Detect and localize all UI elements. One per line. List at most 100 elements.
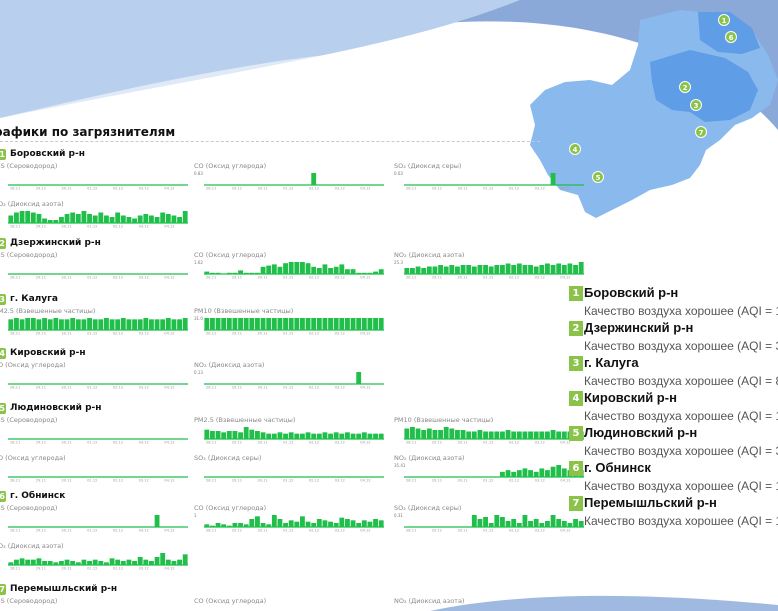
bar (59, 561, 64, 565)
x-tick-label: 29.11 (36, 386, 46, 390)
bar (339, 318, 345, 330)
x-tick-label: 03.12 (139, 332, 149, 336)
district-name: Перемышльский р-н (10, 584, 118, 594)
bar-chart: 28.11 29.11 30.11 01.12 02.12 03.12 04.12 (404, 427, 584, 445)
bar (522, 265, 528, 274)
bar (556, 263, 562, 274)
bar (500, 471, 505, 477)
map-marker-4[interactable]: 4 (569, 143, 581, 155)
legend-item-lyudinovsky[interactable]: 5 Людиновский р-н Качество воздуха хорош… (569, 425, 778, 460)
district-name: Дзержинский р-н (10, 238, 101, 248)
bar (471, 431, 477, 439)
bar (305, 432, 311, 439)
x-tick-label: 04.12 (360, 479, 370, 483)
x-tick-label: 04.12 (360, 529, 370, 533)
x-tick-label: 28.11 (406, 529, 416, 533)
legend-item-dzerzhinsky[interactable]: 2 Дзержинский р-н Качество воздуха хорош… (569, 320, 778, 355)
x-tick-label: 01.12 (283, 479, 293, 483)
bar (460, 265, 466, 274)
x-tick-label: 02.12 (113, 479, 123, 483)
district-number-badge: 1 (0, 148, 6, 160)
bar (561, 468, 567, 477)
bar (373, 433, 378, 439)
bar (104, 318, 109, 330)
x-tick-label: 01.12 (87, 567, 97, 571)
bar (132, 319, 137, 330)
bar (539, 431, 545, 439)
legend-item-kaluga[interactable]: 3 г. Калуга Качество воздуха хорошее (AQ… (569, 355, 778, 390)
bar (87, 214, 92, 223)
x-tick-label: 02.12 (113, 187, 123, 191)
bar (511, 471, 517, 477)
x-tick-label: 04.12 (360, 187, 370, 191)
bar (550, 515, 556, 527)
x-tick-label: 03.12 (535, 479, 545, 483)
bar (356, 372, 362, 384)
y-max-label: 1.62 (194, 260, 203, 265)
map-marker-7[interactable]: 7 (695, 126, 707, 138)
district-number-badge: 6 (0, 490, 6, 502)
x-tick-label: 04.12 (164, 441, 174, 445)
bar (154, 515, 160, 527)
x-tick-label: 02.12 (113, 225, 123, 229)
bar (333, 318, 339, 330)
x-tick-label: 28.11 (10, 225, 20, 229)
bar (126, 559, 132, 565)
bar (378, 520, 384, 527)
bar (210, 318, 215, 330)
bar (533, 519, 539, 527)
bar (177, 559, 182, 565)
bar (345, 519, 350, 527)
x-tick-label: 30.11 (257, 332, 267, 336)
bar (277, 318, 283, 330)
pollutant-label: NO₂ (Диоксид азота) (194, 361, 265, 369)
bar (367, 272, 373, 274)
x-tick-label: 30.11 (457, 479, 467, 483)
bar-chart: 28.11 29.11 30.11 01.12 02.12 03.12 04.12 (8, 273, 188, 280)
bar (109, 558, 115, 565)
legend-item-borovsky[interactable]: 1 Боровский р-н Качество воздуха хорошее… (569, 285, 778, 320)
map-marker-1[interactable]: 1 (718, 14, 730, 26)
bar (533, 431, 539, 439)
bar (143, 318, 149, 330)
map-marker-2[interactable]: 2 (679, 81, 691, 93)
bar (367, 433, 373, 439)
bar (238, 270, 243, 274)
x-tick-label: 01.12 (283, 386, 293, 390)
legend-item-kirovsky[interactable]: 4 Кировский р-н Качество воздуха хорошее… (569, 390, 778, 425)
top-wave-white (0, 48, 540, 130)
bar (328, 268, 333, 274)
bar (204, 318, 210, 330)
bar (550, 430, 556, 439)
bar (154, 217, 160, 223)
map-marker-5[interactable]: 5 (592, 171, 604, 183)
x-tick-label: 29.11 (432, 479, 442, 483)
pollutant-label: O₂ (Диоксид азота) (0, 200, 64, 208)
x-tick-label: 30.11 (457, 276, 467, 280)
pollutant-label: SO₂ (Диоксид серы) (394, 504, 462, 512)
pollutant-label: CO (Оксид углерода) (194, 251, 267, 259)
bar (30, 212, 36, 223)
bar (288, 262, 294, 274)
bar (165, 318, 171, 330)
legend-item-peremyshlsky[interactable]: 7 Перемышльский р-н Качество воздуха хор… (569, 495, 778, 530)
bar (316, 318, 322, 330)
map-marker-3[interactable]: 3 (690, 99, 702, 111)
bar (328, 433, 333, 439)
x-tick-label: 30.11 (257, 441, 267, 445)
pollutant-chart: ₂S (Сероводород) 28.11 29.11 30.11 01.12 02.1… (0, 416, 190, 446)
pollutant-chart: ₂S (Сероводород) 28.11 29.11 30.11 01.12 02.1… (0, 251, 190, 281)
x-tick-label: 28.11 (206, 276, 216, 280)
map-marker-6[interactable]: 6 (725, 31, 737, 43)
y-max-label: 25.3 (394, 260, 403, 265)
bar (516, 431, 522, 439)
legend-item-obninsk[interactable]: 6 г. Обнинск Качество воздуха хорошее (A… (569, 460, 778, 495)
x-tick-label: 03.12 (335, 529, 345, 533)
bar (47, 220, 53, 223)
bar (500, 517, 505, 527)
bar (165, 559, 171, 565)
legend-number-badge: 4 (569, 391, 583, 406)
page-title: рафики по загрязнителям (0, 125, 176, 139)
bar (305, 263, 311, 274)
